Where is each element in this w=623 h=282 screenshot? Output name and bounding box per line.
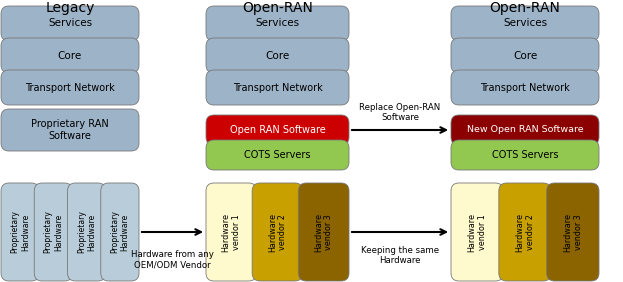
Text: Open-RAN: Open-RAN [242,1,313,15]
FancyBboxPatch shape [451,115,599,145]
Text: Services: Services [255,19,300,28]
Text: Services: Services [503,19,547,28]
Text: Transport Network: Transport Network [232,83,322,92]
FancyBboxPatch shape [34,183,72,281]
Text: Hardware
vendor 3: Hardware vendor 3 [314,213,333,252]
Text: Proprietary
Hardware: Proprietary Hardware [44,211,63,254]
FancyBboxPatch shape [101,183,139,281]
Text: New Open RAN Software: New Open RAN Software [467,125,583,135]
Text: Services: Services [48,19,92,28]
FancyBboxPatch shape [252,183,303,281]
FancyBboxPatch shape [206,140,349,170]
FancyBboxPatch shape [451,140,599,170]
Text: Core: Core [58,50,82,61]
FancyBboxPatch shape [451,38,599,73]
Text: Hardware
vendor 1: Hardware vendor 1 [222,213,241,252]
Text: Transport Network: Transport Network [480,83,570,92]
FancyBboxPatch shape [1,109,139,151]
Text: Keeping the same
Hardware: Keeping the same Hardware [361,246,439,265]
Text: COTS Servers: COTS Servers [492,150,558,160]
Text: Proprietary
Hardware: Proprietary Hardware [77,211,97,254]
Text: Proprietary RAN
Software: Proprietary RAN Software [31,119,109,141]
FancyBboxPatch shape [206,70,349,105]
FancyBboxPatch shape [499,183,551,281]
FancyBboxPatch shape [451,70,599,105]
Text: Core: Core [265,50,290,61]
Text: Legacy: Legacy [45,1,95,15]
FancyBboxPatch shape [206,6,349,41]
FancyBboxPatch shape [451,183,503,281]
FancyBboxPatch shape [206,115,349,145]
FancyBboxPatch shape [1,183,39,281]
Text: Hardware
vendor 3: Hardware vendor 3 [563,213,583,252]
FancyBboxPatch shape [67,183,106,281]
Text: Hardware
vendor 1: Hardware vendor 1 [467,213,487,252]
FancyBboxPatch shape [298,183,349,281]
Text: Open RAN Software: Open RAN Software [230,125,325,135]
FancyBboxPatch shape [546,183,599,281]
FancyBboxPatch shape [1,38,139,73]
Text: Hardware
vendor 2: Hardware vendor 2 [515,213,535,252]
Text: Transport Network: Transport Network [25,83,115,92]
Text: Core: Core [513,50,537,61]
Text: Hardware from any
OEM/ODM Vendor: Hardware from any OEM/ODM Vendor [131,250,214,269]
FancyBboxPatch shape [206,183,257,281]
Text: Replace Open-RAN
Software: Replace Open-RAN Software [359,103,440,122]
FancyBboxPatch shape [1,6,139,41]
Text: COTS Servers: COTS Servers [244,150,311,160]
Text: Proprietary
Hardware: Proprietary Hardware [11,211,30,254]
FancyBboxPatch shape [206,38,349,73]
Text: Proprietary
Hardware: Proprietary Hardware [110,211,130,254]
FancyBboxPatch shape [451,6,599,41]
Text: Open-RAN: Open-RAN [490,1,561,15]
FancyBboxPatch shape [1,70,139,105]
Text: Hardware
vendor 2: Hardware vendor 2 [268,213,287,252]
